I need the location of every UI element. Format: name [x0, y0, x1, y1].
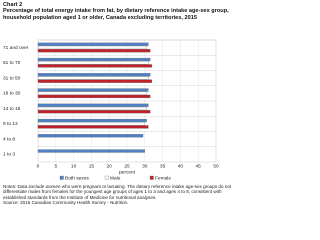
- bar: [37, 57, 151, 62]
- x-tick-label: 35: [160, 163, 166, 169]
- page: {"chart_data": {"type": "hbar", "chart_l…: [3, 2, 237, 205]
- y-tick-label: 9 to 13: [3, 121, 18, 127]
- bar: [37, 103, 149, 107]
- bar: [37, 149, 145, 153]
- legend-swatch: [104, 175, 109, 180]
- notes: Notes: Data exclude women who were pregn…: [3, 184, 232, 200]
- bar: [37, 106, 147, 111]
- y-tick-label: 14 to 18: [3, 106, 21, 112]
- bar: [37, 94, 151, 99]
- bar: [37, 61, 149, 65]
- x-tick-label: 10: [71, 163, 77, 169]
- x-tick-label: 20: [107, 163, 113, 169]
- x-tick-label: 45: [196, 163, 202, 169]
- bar: [37, 73, 151, 77]
- legend-label: Male: [110, 175, 121, 181]
- y-tick-label: 51 to 70: [3, 60, 21, 66]
- y-tick-label: 4 to 8: [3, 136, 15, 142]
- source: Source: 2015 Canadian Community Health S…: [3, 199, 129, 205]
- bar: [37, 79, 153, 83]
- bar: [37, 91, 147, 95]
- x-axis-label: percent: [119, 169, 136, 175]
- bar: [37, 122, 145, 126]
- legend-swatch: [59, 175, 64, 180]
- x-tick-label: 0: [37, 163, 40, 169]
- chart-label: Chart 2: [3, 2, 23, 8]
- title-block: Chart 2 Percentage of total energy intak…: [3, 2, 237, 21]
- bar: [37, 76, 149, 80]
- legend-swatch: [149, 175, 154, 180]
- notes-block: Notes: Data exclude women who were pregn…: [3, 184, 237, 205]
- bar: [37, 64, 153, 68]
- y-tick-label: 19 to 30: [3, 91, 21, 97]
- x-tick-label: 15: [89, 163, 95, 169]
- bar: [37, 118, 147, 123]
- x-tick-label: 50: [213, 163, 219, 169]
- chart: 0 5 10 15 20 25 30 35 40 45 50 percent 71 and over 51…: [3, 39, 219, 181]
- bar: [37, 110, 151, 114]
- legend-label: Female: [155, 175, 171, 181]
- bar: [37, 49, 151, 53]
- bar: [37, 42, 149, 46]
- bar: [37, 88, 149, 92]
- bar: [37, 134, 144, 138]
- x-tick-label: 40: [178, 163, 184, 169]
- x-tick-label: 5: [54, 163, 57, 169]
- bar: [37, 125, 149, 129]
- chart-title: Percentage of total energy intake from f…: [3, 8, 229, 21]
- x-tick-label: 25: [124, 163, 130, 169]
- bar: [37, 45, 147, 50]
- y-tick-label: 31 to 50: [3, 75, 21, 81]
- x-tick-label: 30: [142, 163, 148, 169]
- legend-label: Both sexes: [65, 175, 89, 181]
- y-tick-label: 71 and over: [3, 45, 29, 51]
- y-tick-label: 1 to 3: [3, 152, 15, 158]
